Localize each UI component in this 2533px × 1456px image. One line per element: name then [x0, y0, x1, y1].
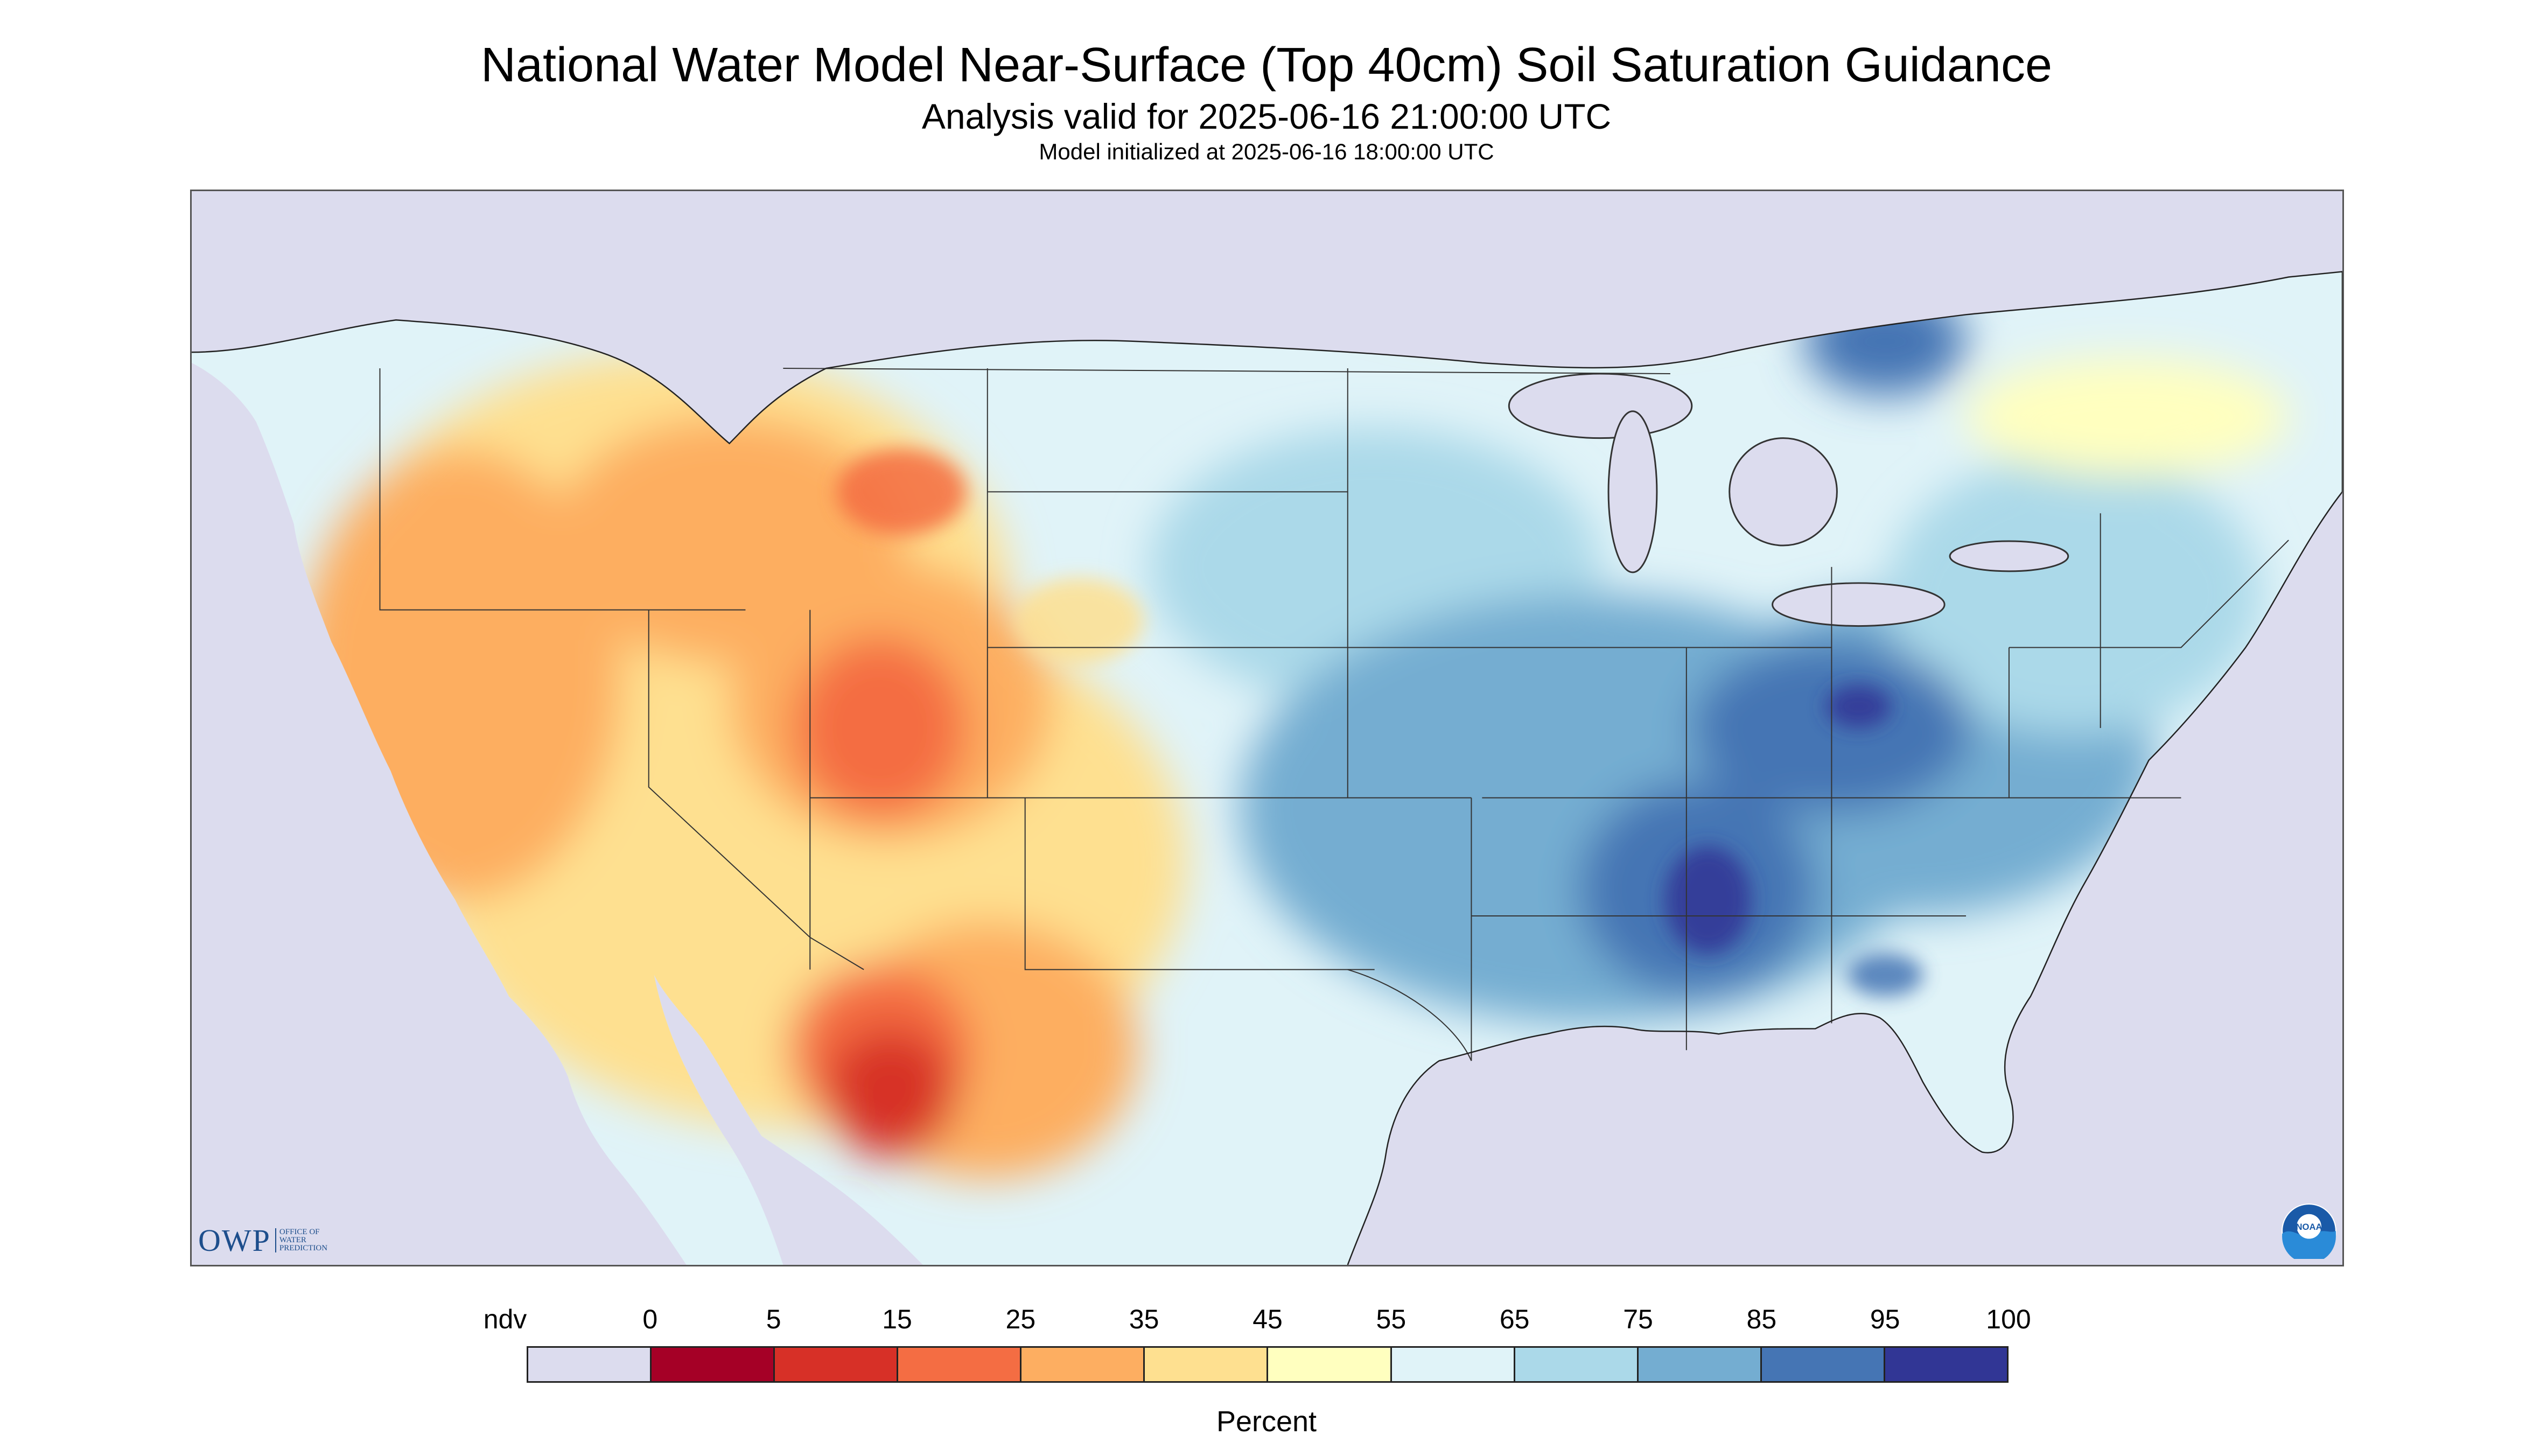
legend-tick-label: 55: [1376, 1304, 1407, 1334]
legend-swatch: [528, 1348, 652, 1381]
projection-mask-right: [2154, 492, 2342, 1265]
noaa-logo-text: NOAA: [2296, 1222, 2322, 1232]
owp-logo: OWP OFFICE OF WATER PREDICTION: [198, 1221, 344, 1259]
legend-swatch: [1761, 1348, 1885, 1381]
legend-swatch: [1885, 1348, 2007, 1381]
analysis-valid-time: Analysis valid for 2025-06-16 21:00:00 U…: [921, 96, 1612, 136]
legend-swatch: [898, 1348, 1022, 1381]
legend-tick-label: 5: [766, 1304, 781, 1334]
legend-tick-label: 35: [1129, 1304, 1159, 1334]
owp-logo-subtitle: OFFICE OF WATER PREDICTION: [275, 1228, 344, 1252]
legend-tick-label: 95: [1870, 1304, 1900, 1334]
legend-tick-label: ndv: [483, 1304, 527, 1334]
legend-tick-labels: ndv 0 5 15 25 35 45 55 65 75 85 95 100: [0, 1303, 2533, 1335]
legend-tick-label: 75: [1623, 1304, 1653, 1334]
legend-unit-label: Percent: [1216, 1405, 1317, 1438]
legend-swatch: [1268, 1348, 1392, 1381]
legend-color-bar: [527, 1346, 2009, 1383]
noaa-logo: NOAA: [2282, 1203, 2336, 1259]
legend-swatch: [1391, 1348, 1515, 1381]
state-borders: [379, 368, 2289, 1061]
legend-tick-label: 25: [1005, 1304, 1036, 1334]
legend-swatch: [1145, 1348, 1269, 1381]
legend-tick-label: 45: [1252, 1304, 1283, 1334]
coastline: [192, 271, 2342, 1265]
legend-swatch: [775, 1348, 899, 1381]
projection-mask-left: [192, 191, 472, 1265]
legend-swatch: [652, 1348, 775, 1381]
great-lakes: [1508, 373, 2069, 627]
soil-saturation-map: [190, 190, 2344, 1266]
map-canvas: [192, 191, 2342, 1265]
map-title: National Water Model Near-Surface (Top 4…: [480, 38, 2052, 92]
legend-tick-label: 15: [882, 1304, 912, 1334]
legend-tick-label: 100: [1986, 1304, 2031, 1334]
model-initialized-time: Model initialized at 2025-06-16 18:00:00…: [1039, 139, 1494, 164]
owp-logo-text: OWP: [198, 1222, 271, 1258]
legend-swatch: [1638, 1348, 1762, 1381]
legend-swatch: [1515, 1348, 1639, 1381]
legend-tick-label: 65: [1499, 1304, 1530, 1334]
legend-tick-label: 85: [1746, 1304, 1777, 1334]
legend-swatch: [1021, 1348, 1145, 1381]
legend-tick-label: 0: [642, 1304, 658, 1334]
